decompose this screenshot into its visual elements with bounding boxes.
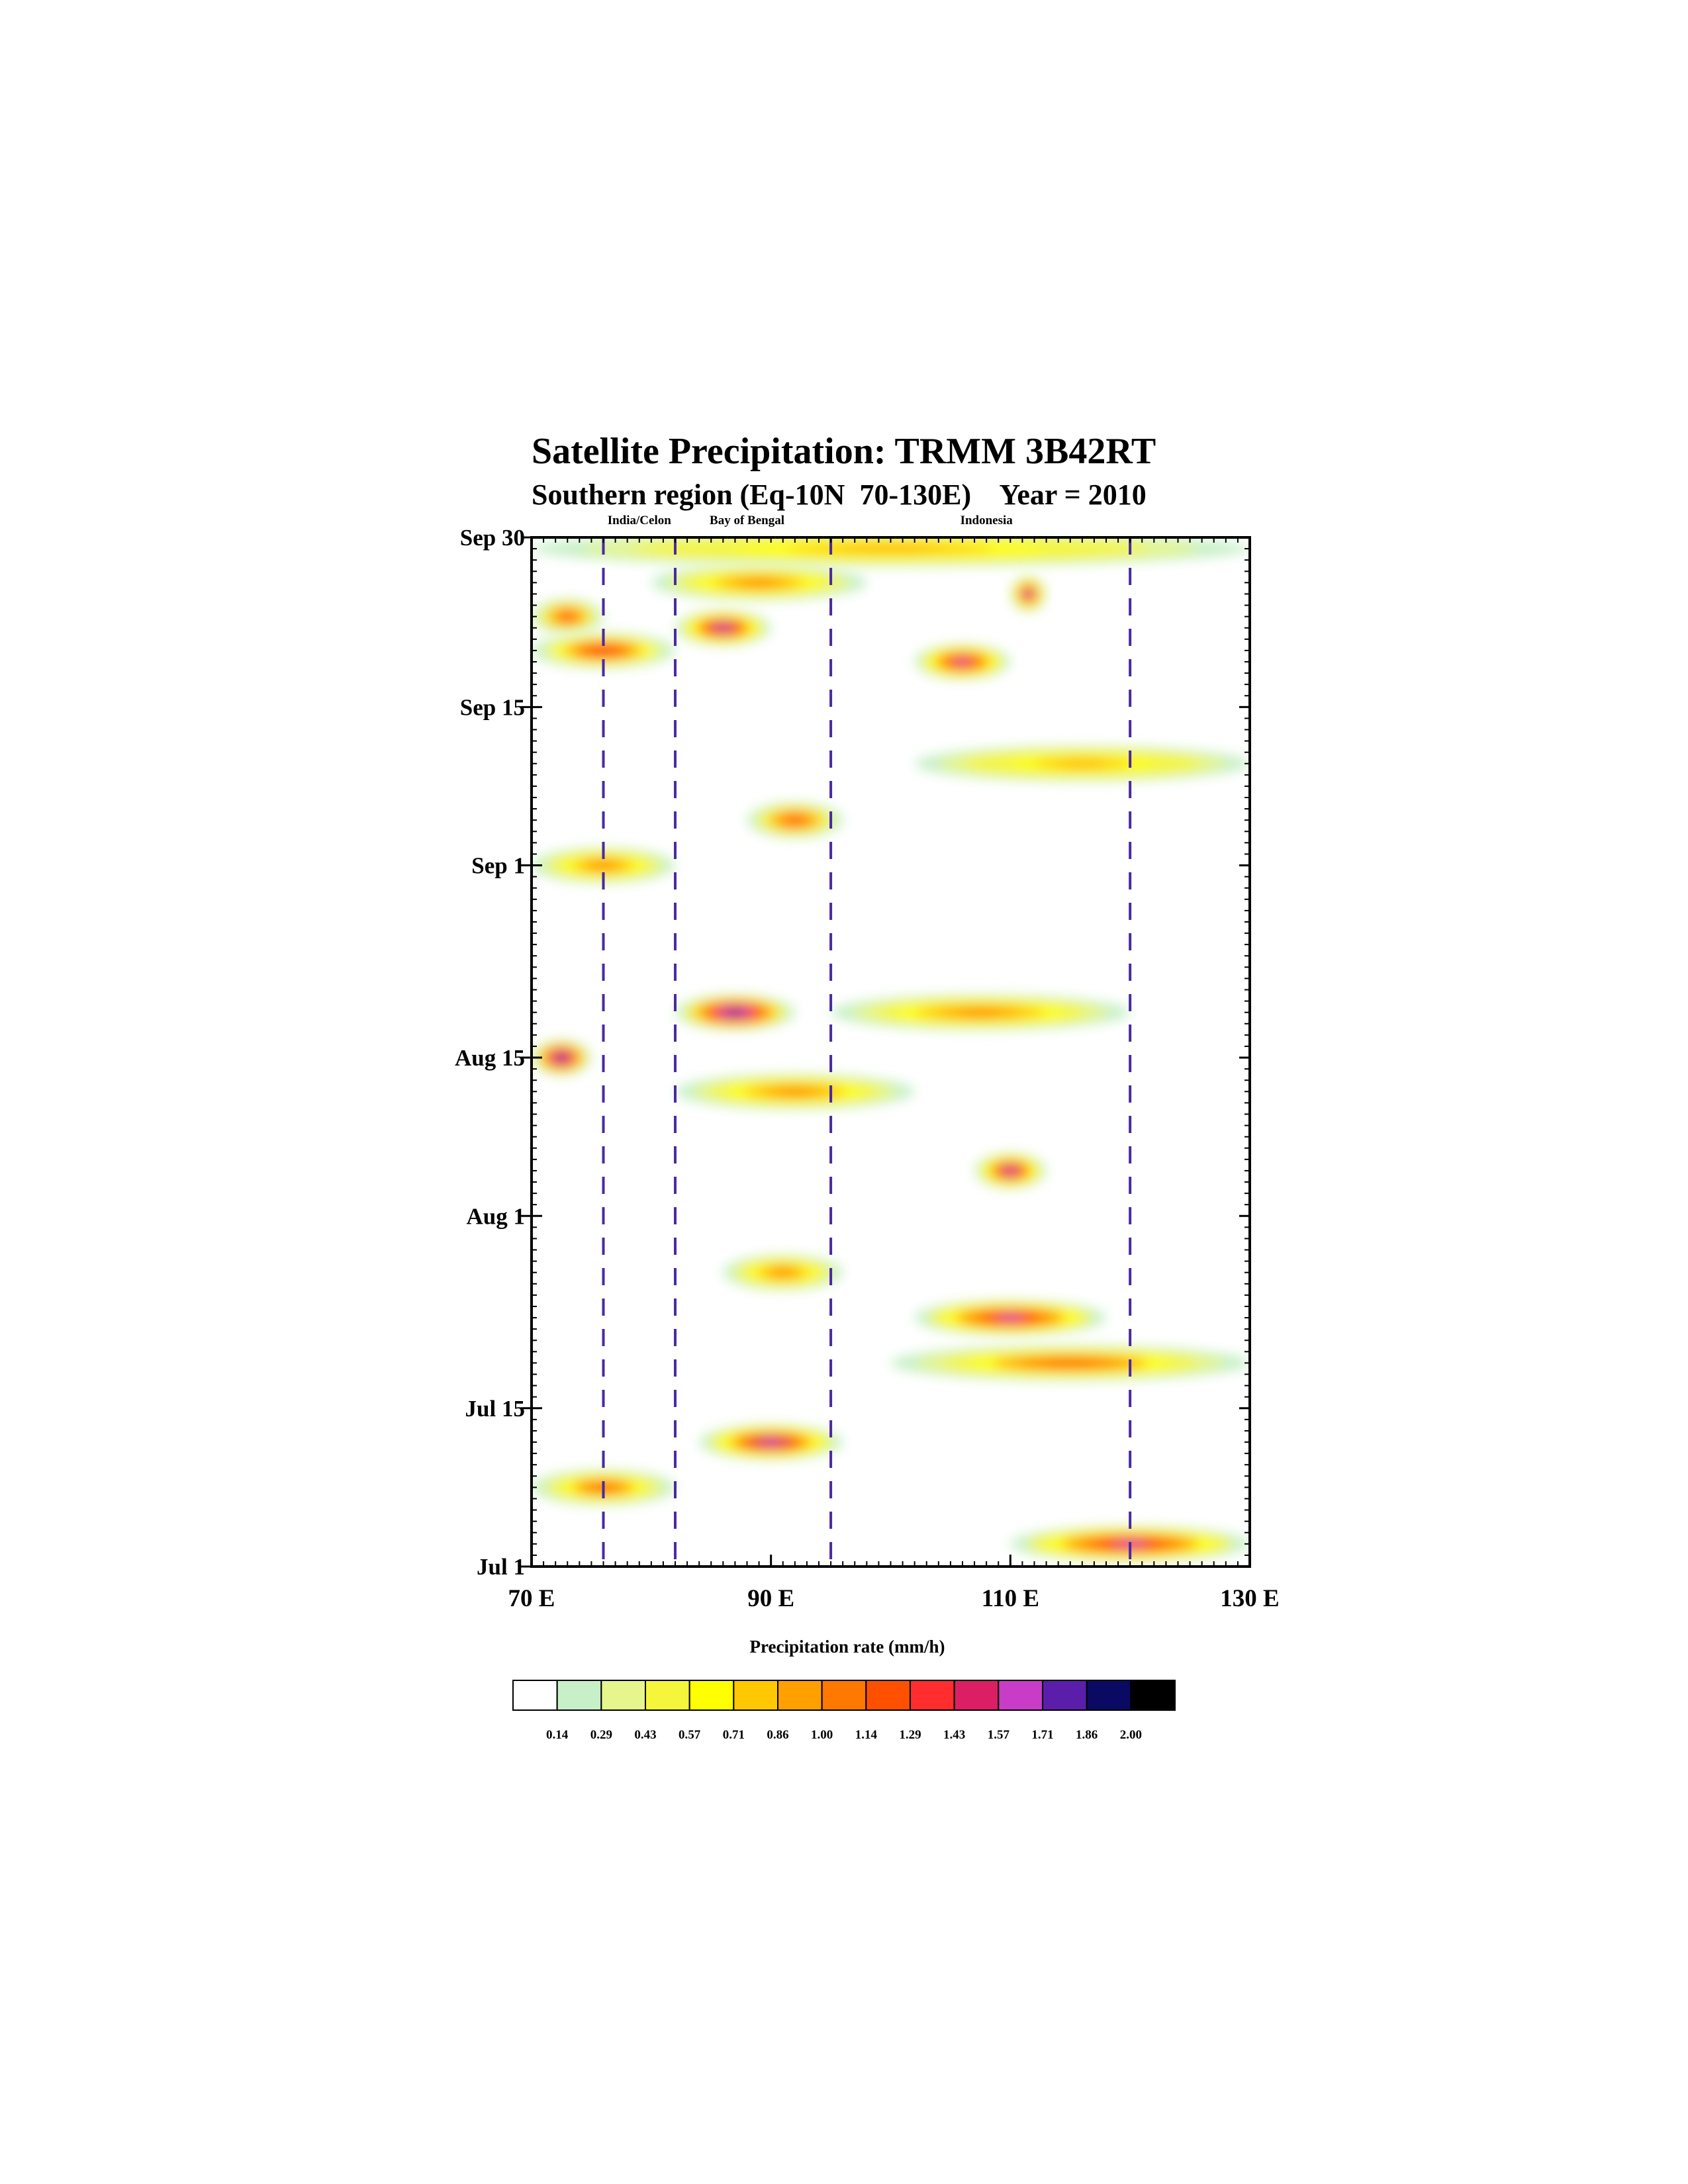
- precip-band: [743, 580, 774, 586]
- y-tick-label: Sep 15: [460, 694, 525, 720]
- chart-title: Satellite Precipitation: TRMM 3B42RT: [532, 431, 1156, 472]
- precip-feature: [532, 632, 675, 669]
- precip-feature: [532, 847, 675, 884]
- colorbar-level-label: 1.29: [899, 1728, 921, 1742]
- precip-feature: [914, 1299, 1107, 1336]
- region-label: India/Celon: [608, 514, 672, 527]
- y-tick-label: Jul 1: [477, 1554, 525, 1580]
- precip-band: [726, 1009, 744, 1015]
- colorbar-swatch: [1042, 1680, 1088, 1711]
- precip-band: [1005, 1167, 1016, 1173]
- colorbar-level-label: 0.57: [679, 1728, 701, 1742]
- colorbar: Precipitation rate (mm/h) 0.14 0.29 0.43 0.…: [512, 1637, 1176, 1742]
- colorbar-level-label: 1.57: [988, 1728, 1010, 1742]
- colorbar-boxes: [512, 1680, 1176, 1711]
- precip-band: [761, 1439, 782, 1445]
- precip-feature: [675, 1073, 915, 1110]
- precip-band: [1058, 760, 1107, 766]
- x-tick-label: 90 E: [747, 1585, 794, 1612]
- precip-feature: [723, 1254, 843, 1291]
- precip-band: [774, 1269, 792, 1275]
- colorbar-level-label: 0.71: [723, 1728, 745, 1742]
- colorbar-swatch: [733, 1680, 779, 1711]
- precip-feature: [890, 1345, 1250, 1381]
- precip-band: [556, 1055, 567, 1061]
- precip-feature: [675, 610, 771, 647]
- precip-band: [716, 625, 730, 631]
- x-axis: 70 E 90 E 110 E 130 E: [508, 1555, 1280, 1612]
- precip-band: [1045, 1360, 1096, 1366]
- region-labels: India/Celon Bay of Bengal Indonesia: [608, 514, 1013, 527]
- colorbar-swatch: [512, 1680, 558, 1711]
- precip-band: [778, 1089, 812, 1095]
- colorbar-level-label: 2.00: [1120, 1728, 1142, 1742]
- colorbar-swatch: [600, 1680, 646, 1711]
- x-tick-label: 110 E: [982, 1585, 1039, 1612]
- precip-feature: [914, 643, 1011, 680]
- precip-feature: [914, 745, 1250, 782]
- precip-feature: [675, 994, 795, 1031]
- plot-area: [530, 536, 1251, 1568]
- x-tick-label: 70 E: [508, 1585, 555, 1612]
- precip-band: [593, 862, 614, 868]
- precipitation-field: [532, 537, 1250, 1563]
- colorbar-level-label: 0.43: [634, 1728, 656, 1742]
- colorbar-level-label: 1.00: [811, 1728, 833, 1742]
- colorbar-labels: 0.14 0.29 0.43 0.57 0.71 0.86 1.00 1.14 1.29 1.43…: [546, 1728, 1142, 1742]
- y-tick-label: Sep 30: [460, 525, 525, 551]
- colorbar-swatch: [1130, 1680, 1176, 1711]
- colorbar-swatch: [645, 1680, 690, 1711]
- precip-feature: [699, 1424, 843, 1461]
- colorbar-level-label: 1.71: [1031, 1728, 1053, 1742]
- precip-band: [1023, 591, 1034, 597]
- precip-feature: [974, 1152, 1047, 1189]
- chart-subtitle: Southern region (Eq-10N 70-130E) Year = …: [532, 478, 1147, 511]
- precip-feature: [831, 994, 1131, 1031]
- colorbar-swatch: [777, 1680, 823, 1711]
- precip-band: [788, 817, 802, 823]
- colorbar-level-label: 0.14: [546, 1728, 569, 1742]
- colorbar-level-label: 1.86: [1076, 1728, 1098, 1742]
- y-tick-label: Sep 1: [471, 853, 525, 879]
- precip-band: [996, 1315, 1025, 1321]
- precip-band: [959, 1009, 1002, 1015]
- precip-band: [955, 659, 970, 664]
- colorbar-swatch: [556, 1680, 602, 1711]
- colorbar-level-label: 0.86: [767, 1728, 788, 1742]
- y-axis: Jul 1 Jul 15 Aug 1 Aug 15 Sep 1 Sep 15 Sep 30: [455, 525, 1250, 1580]
- colorbar-swatch: [821, 1680, 867, 1711]
- region-label: Indonesia: [961, 514, 1013, 527]
- colorbar-swatch: [910, 1680, 955, 1711]
- precip-band: [562, 614, 573, 619]
- region-label: Bay of Bengal: [710, 514, 784, 527]
- y-tick-label: Jul 15: [465, 1396, 525, 1422]
- y-tick-label: Aug 1: [467, 1203, 526, 1229]
- colorbar-swatch: [1086, 1680, 1132, 1711]
- x-tick-label: 130 E: [1220, 1585, 1279, 1612]
- precip-feature: [651, 565, 867, 601]
- precip-feature: [532, 1039, 592, 1076]
- colorbar-swatch: [953, 1680, 1000, 1711]
- precip-band: [593, 647, 614, 653]
- y-tick-label: Aug 15: [455, 1045, 525, 1071]
- colorbar-level-label: 1.14: [855, 1728, 878, 1742]
- precip-feature: [747, 801, 843, 839]
- colorbar-swatch: [688, 1680, 735, 1711]
- precip-band: [839, 546, 942, 552]
- precip-feature: [1010, 576, 1047, 612]
- colorbar-level-label: 1.43: [943, 1728, 965, 1742]
- plot-background: [532, 537, 1250, 1567]
- colorbar-title: Precipitation rate (mm/h): [750, 1637, 945, 1657]
- colorbar-swatch: [865, 1680, 912, 1711]
- colorbar-swatch: [998, 1680, 1044, 1711]
- colorbar-level-label: 0.29: [590, 1728, 612, 1742]
- region-boundaries: [602, 537, 1132, 1567]
- precip-feature: [532, 537, 1250, 567]
- precip-feature: [532, 598, 604, 635]
